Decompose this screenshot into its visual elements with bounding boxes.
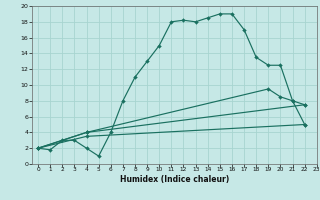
X-axis label: Humidex (Indice chaleur): Humidex (Indice chaleur): [120, 175, 229, 184]
